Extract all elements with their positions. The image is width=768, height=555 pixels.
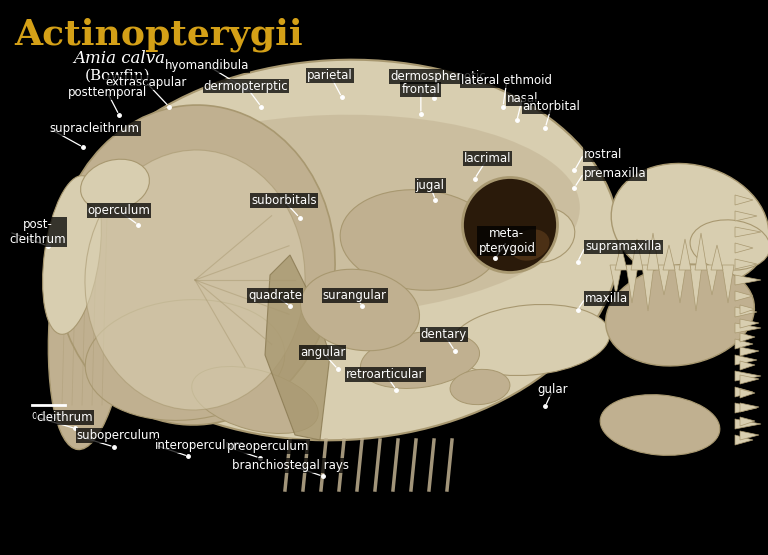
Text: 0.5 cm: 0.5 cm <box>32 412 63 421</box>
Text: operculum: operculum <box>88 204 151 218</box>
Ellipse shape <box>85 150 305 410</box>
Polygon shape <box>735 435 753 445</box>
Polygon shape <box>706 265 718 295</box>
Text: maxilla: maxilla <box>585 292 628 305</box>
Text: interoperculum: interoperculum <box>155 438 246 452</box>
Text: Amia calva: Amia calva <box>73 50 165 67</box>
Polygon shape <box>631 239 643 270</box>
Ellipse shape <box>85 300 285 420</box>
Text: rostral: rostral <box>584 148 622 161</box>
Polygon shape <box>610 265 622 295</box>
Text: supramaxilla: supramaxilla <box>585 240 662 254</box>
Ellipse shape <box>611 164 768 286</box>
Polygon shape <box>735 227 761 237</box>
Text: antorbital: antorbital <box>522 100 581 113</box>
Polygon shape <box>735 339 753 349</box>
Polygon shape <box>647 233 659 270</box>
Text: nasal: nasal <box>506 92 538 105</box>
Ellipse shape <box>360 331 479 388</box>
Text: cleithrum: cleithrum <box>37 411 94 424</box>
Ellipse shape <box>300 269 419 351</box>
Text: hyomandibula: hyomandibula <box>165 59 250 72</box>
Polygon shape <box>735 323 761 333</box>
Polygon shape <box>722 265 734 303</box>
Polygon shape <box>663 245 675 270</box>
Polygon shape <box>695 233 707 270</box>
Polygon shape <box>658 265 670 295</box>
Polygon shape <box>642 265 654 311</box>
Polygon shape <box>735 355 757 365</box>
Ellipse shape <box>450 305 610 376</box>
Text: jugal: jugal <box>415 179 445 193</box>
Polygon shape <box>735 259 757 269</box>
Text: meta-
pterygoid: meta- pterygoid <box>478 228 535 255</box>
Text: Actinopterygii: Actinopterygii <box>14 18 303 52</box>
Polygon shape <box>735 211 757 221</box>
Text: posttemporal: posttemporal <box>68 86 147 99</box>
Text: dermopterptic: dermopterptic <box>204 79 288 93</box>
Polygon shape <box>735 195 753 205</box>
Text: parietal: parietal <box>307 69 353 82</box>
Text: dentary: dentary <box>421 327 467 341</box>
Text: preoperculum: preoperculum <box>227 440 309 453</box>
Text: post-
cleithrum: post- cleithrum <box>9 218 66 246</box>
Polygon shape <box>740 333 755 342</box>
Polygon shape <box>735 403 757 413</box>
Polygon shape <box>626 265 638 303</box>
Polygon shape <box>740 347 759 356</box>
Text: gular: gular <box>538 383 568 396</box>
Ellipse shape <box>60 60 620 440</box>
Polygon shape <box>740 375 759 384</box>
Text: frontal: frontal <box>402 83 440 97</box>
Text: quadrate: quadrate <box>248 289 302 302</box>
Ellipse shape <box>340 190 500 290</box>
Ellipse shape <box>192 366 318 433</box>
Text: retroarticular: retroarticular <box>346 368 425 381</box>
Text: suborbitals: suborbitals <box>251 194 317 208</box>
Ellipse shape <box>690 220 768 270</box>
Text: (Bowfin): (Bowfin) <box>84 68 150 82</box>
Polygon shape <box>679 239 691 270</box>
Text: supracleithrum: supracleithrum <box>50 122 140 135</box>
Ellipse shape <box>80 115 580 315</box>
Polygon shape <box>740 305 755 314</box>
Polygon shape <box>735 371 761 381</box>
Polygon shape <box>735 419 761 429</box>
Polygon shape <box>735 307 757 317</box>
Text: suboperculum: suboperculum <box>77 429 161 442</box>
Polygon shape <box>740 319 759 328</box>
Ellipse shape <box>81 159 150 211</box>
Polygon shape <box>740 361 755 370</box>
Polygon shape <box>690 265 702 311</box>
Polygon shape <box>735 291 753 301</box>
Ellipse shape <box>600 395 720 455</box>
Polygon shape <box>711 245 723 270</box>
Ellipse shape <box>450 370 510 405</box>
Ellipse shape <box>42 176 101 334</box>
Ellipse shape <box>511 229 549 261</box>
Text: lateral ethmoid: lateral ethmoid <box>462 74 552 87</box>
Ellipse shape <box>55 105 335 425</box>
Text: lacrimal: lacrimal <box>464 152 511 165</box>
Polygon shape <box>735 387 753 397</box>
Ellipse shape <box>48 170 131 450</box>
Polygon shape <box>674 265 686 303</box>
Ellipse shape <box>606 264 754 366</box>
Text: angular: angular <box>300 346 346 359</box>
Text: branchiostegal rays: branchiostegal rays <box>232 458 349 472</box>
Ellipse shape <box>505 207 574 263</box>
Text: dermosphenotic: dermosphenotic <box>390 70 485 83</box>
Polygon shape <box>735 275 761 285</box>
Text: extrascapular: extrascapular <box>105 75 187 89</box>
Polygon shape <box>740 431 759 440</box>
Text: premaxilla: premaxilla <box>584 166 647 180</box>
Polygon shape <box>265 255 330 440</box>
Polygon shape <box>615 245 627 270</box>
Ellipse shape <box>462 178 558 273</box>
Polygon shape <box>735 243 753 253</box>
Polygon shape <box>740 389 755 398</box>
Polygon shape <box>740 417 755 426</box>
Text: surangular: surangular <box>323 289 387 302</box>
Polygon shape <box>740 403 759 412</box>
